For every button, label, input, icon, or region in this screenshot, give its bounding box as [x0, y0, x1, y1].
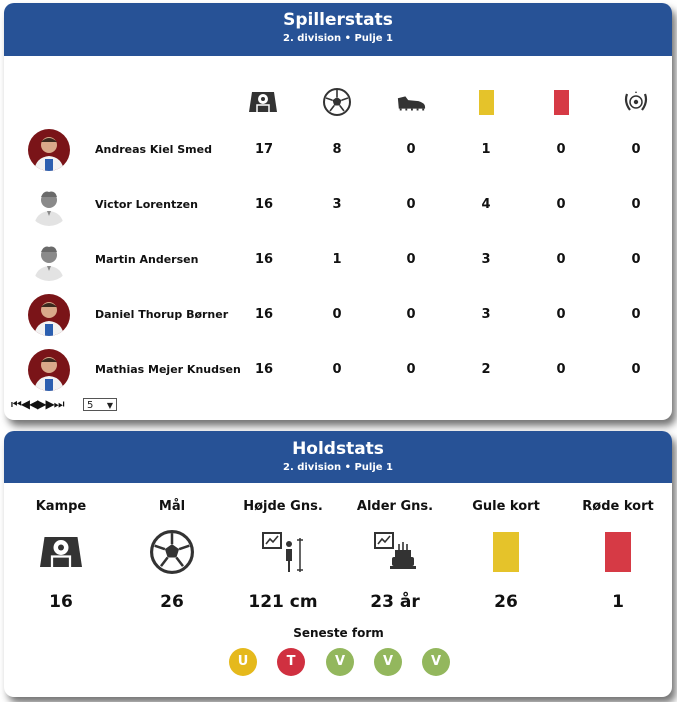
- stat-value: 8: [332, 142, 342, 157]
- form-badge: T: [277, 648, 305, 676]
- form-badge: U: [229, 648, 257, 676]
- stat-value: 0: [332, 362, 342, 377]
- pitch-icon: [248, 88, 278, 116]
- stat-value: 0: [556, 197, 566, 212]
- red-card-icon: [593, 529, 643, 575]
- avatar: [28, 349, 70, 391]
- yellow-card-icon: [471, 88, 501, 116]
- stat-value: 16: [254, 362, 274, 377]
- team-stat-value: 1: [612, 592, 624, 612]
- pagination-controls[interactable]: ⏮◀◀▶▶⏭: [11, 397, 65, 412]
- avatar: [28, 129, 70, 171]
- avatar: [28, 184, 70, 226]
- stat-value: 0: [631, 307, 641, 322]
- page-size-select[interactable]: 5 ▼: [83, 398, 117, 411]
- player-name[interactable]: Martin Andersen: [95, 253, 199, 266]
- stat-value: 0: [406, 197, 416, 212]
- stat-value: 17: [254, 142, 274, 157]
- stat-value: 0: [406, 362, 416, 377]
- boot-icon: [396, 88, 426, 116]
- team-stat-label: Gule kort: [472, 499, 540, 514]
- avatar: [28, 294, 70, 336]
- team-stat-label: Mål: [158, 499, 186, 514]
- player-stats-card: Spillerstats 2. division • Pulje 1: [4, 3, 672, 420]
- football-icon: [322, 88, 352, 116]
- stat-value: 0: [556, 252, 566, 267]
- red-card-icon: [546, 88, 576, 116]
- pager-icons[interactable]: ⏮◀◀▶▶⏭: [11, 397, 65, 411]
- age-chart-icon: [370, 529, 420, 575]
- stat-value: 16: [254, 197, 274, 212]
- stat-value: 0: [406, 142, 416, 157]
- team-stat-label: Røde kort: [582, 499, 654, 514]
- player-name[interactable]: Daniel Thorup Børner: [95, 308, 229, 321]
- stat-value: 3: [332, 197, 342, 212]
- page-size-value: 5: [87, 400, 94, 411]
- yellow-card-icon: [481, 529, 531, 575]
- team-stats-title: Holdstats: [292, 439, 384, 459]
- team-stat-label: Højde Gns.: [243, 499, 323, 514]
- recent-form-label: Seneste form: [293, 626, 384, 640]
- player-name[interactable]: Victor Lorentzen: [95, 198, 198, 211]
- stat-value: 16: [254, 252, 274, 267]
- stat-value: 1: [481, 142, 491, 157]
- stat-value: 0: [556, 362, 566, 377]
- player-stats-header: Spillerstats 2. division • Pulje 1: [4, 3, 672, 56]
- stat-value: 0: [631, 142, 641, 157]
- team-stat-value: 23 år: [370, 592, 420, 612]
- avatar: [28, 239, 70, 281]
- team-stat-label: Kampe: [35, 499, 87, 514]
- stat-value: 16: [254, 307, 274, 322]
- pitch-icon: [36, 529, 86, 575]
- stat-value: 0: [631, 197, 641, 212]
- team-stats-subtitle: 2. division • Pulje 1: [282, 462, 394, 473]
- team-stats-header: Holdstats 2. division • Pulje 1: [4, 431, 672, 483]
- stat-value: 4: [481, 197, 491, 212]
- stat-value: 0: [332, 307, 342, 322]
- stat-value: 0: [631, 252, 641, 267]
- height-chart-icon: [258, 529, 308, 575]
- stat-value: 3: [481, 307, 491, 322]
- player-name[interactable]: Andreas Kiel Smed: [95, 143, 212, 156]
- player-stats-title: Spillerstats: [283, 10, 393, 30]
- form-badge: V: [374, 648, 402, 676]
- stat-value: 0: [406, 252, 416, 267]
- football-icon: [147, 529, 197, 575]
- player-stats-subtitle: 2. division • Pulje 1: [282, 33, 394, 44]
- stat-value: 0: [631, 362, 641, 377]
- team-stat-value: 16: [49, 592, 73, 612]
- form-badge: V: [326, 648, 354, 676]
- stat-value: 2: [481, 362, 491, 377]
- team-stat-value: 26: [494, 592, 518, 612]
- chevron-down-icon: ▼: [106, 401, 113, 410]
- laurel-ball-icon: [621, 88, 651, 116]
- team-stats-card: Holdstats 2. division • Pulje 1: [4, 431, 672, 697]
- team-stat-label: Alder Gns.: [356, 499, 434, 514]
- stat-value: 1: [332, 252, 342, 267]
- team-stat-value: 26: [160, 592, 184, 612]
- form-badge: V: [422, 648, 450, 676]
- stat-value: 0: [556, 142, 566, 157]
- player-name[interactable]: Mathias Mejer Knudsen: [95, 363, 241, 376]
- team-stat-value: 121 cm: [248, 592, 318, 612]
- stat-value: 0: [556, 307, 566, 322]
- stat-value: 3: [481, 252, 491, 267]
- stat-value: 0: [406, 307, 416, 322]
